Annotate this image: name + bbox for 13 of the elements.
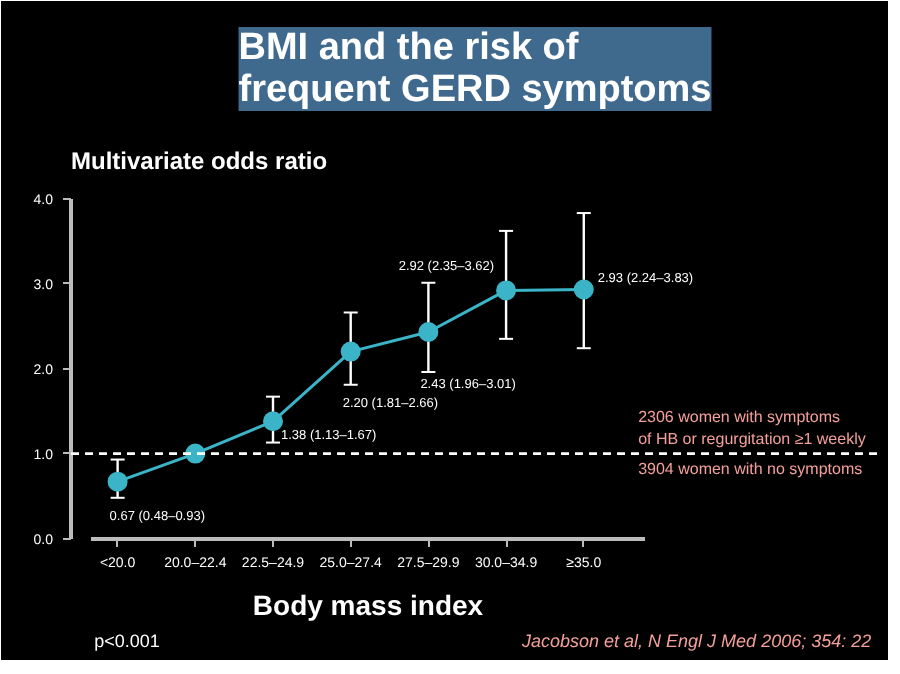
annotation: 2306 women with symptoms of HB or regurgitation ≥1 weekly bbox=[638, 408, 866, 448]
y-axis-title: Multivariate odds ratio bbox=[71, 147, 328, 175]
x-axis-title: Body mass index bbox=[252, 589, 484, 621]
text: p<0.001 bbox=[94, 630, 160, 651]
point bbox=[340, 341, 361, 362]
point bbox=[573, 279, 594, 300]
annotation: 3904 women with no symptoms bbox=[638, 459, 863, 478]
point bbox=[107, 471, 128, 492]
point bbox=[418, 322, 439, 343]
point bbox=[263, 411, 283, 432]
point bbox=[496, 280, 517, 301]
chart-title: BMI and the risk of frequent GERD symptoms bbox=[238, 27, 712, 111]
text: Jacobson et al, N Engl J Med 2006; 354: 22 bbox=[520, 630, 872, 651]
